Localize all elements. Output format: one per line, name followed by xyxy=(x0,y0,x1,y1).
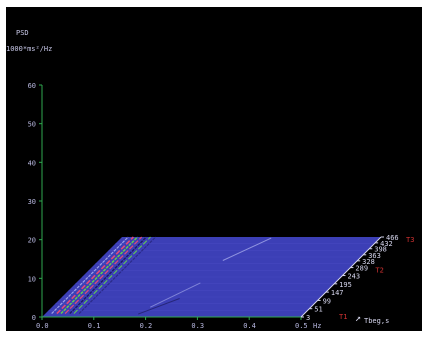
depth-tick-label: 51 xyxy=(314,306,322,314)
x-tick-label: 0.0 xyxy=(36,322,49,330)
time-marker-t3: T3 xyxy=(406,236,414,244)
spectral-peak-ridge xyxy=(78,236,157,314)
depth-arrow-icon: ↗ xyxy=(355,313,361,324)
spectral-peak-ridge xyxy=(60,236,139,315)
y-tick-label: 40 xyxy=(28,159,36,167)
depth-tick-label: 243 xyxy=(347,273,360,281)
y-tick-label: 50 xyxy=(28,121,36,129)
spectral-peak-ridge xyxy=(73,236,151,314)
depth-tick-label: 432 xyxy=(380,240,393,248)
spectral-feature xyxy=(138,298,180,315)
depth-tick-label: 328 xyxy=(362,258,375,266)
y-axis-label: 1000*ms²/Hz xyxy=(6,45,52,53)
spectral-peak-ridge xyxy=(64,236,143,314)
time-markers: T1 T2 T3 xyxy=(339,236,414,321)
x-tick-label: 0.4 xyxy=(243,322,256,330)
x-tick-label: 0.3 xyxy=(191,322,204,330)
spectral-feature xyxy=(222,237,272,261)
x-axis-unit: Hz xyxy=(313,322,321,330)
psd-3d-plot: PSD 1000*ms²/Hz 0.0 0.1 0.2 0.3 0.4 0.5 0 10 20… xyxy=(6,7,422,331)
depth-axis-line xyxy=(300,236,382,318)
y-tick-label: 60 xyxy=(28,82,36,90)
spectral-peak-ridge xyxy=(56,236,134,315)
time-marker-t2: T2 xyxy=(375,267,383,275)
x-tick-label: 0.2 xyxy=(140,322,153,330)
depth-tick-label: 3 xyxy=(306,314,310,322)
spectral-peaks xyxy=(51,236,272,315)
depth-axis-label: Tbeg,s xyxy=(364,317,389,325)
y-tick-label: 20 xyxy=(28,237,36,245)
depth-tick-label: 289 xyxy=(355,265,368,273)
chart-title: PSD xyxy=(16,29,29,37)
depth-tick-label: 466 xyxy=(386,234,399,242)
x-tick-label: 0.1 xyxy=(88,322,101,330)
x-tick-labels: 0.0 0.1 0.2 0.3 0.4 0.5 xyxy=(36,317,308,330)
depth-tick-label: 398 xyxy=(374,246,387,254)
spectral-peak-ridge xyxy=(69,236,147,315)
spectral-feature xyxy=(150,282,201,308)
spectral-peak-ridge xyxy=(51,236,129,314)
depth-tick-label: 147 xyxy=(331,289,344,297)
depth-tick-label: 363 xyxy=(368,252,381,260)
y-tick-label: 10 xyxy=(28,275,36,283)
depth-tick-label: 99 xyxy=(323,297,331,305)
time-marker-t1: T1 xyxy=(339,313,347,321)
y-tick-label: 30 xyxy=(28,198,36,206)
y-tick-labels: 0 10 20 30 40 50 60 xyxy=(28,82,42,322)
x-tick-label: 0.5 xyxy=(295,322,308,330)
y-tick-label: 0 xyxy=(32,314,36,322)
psd-surface-chart: PSD 1000*ms²/Hz 0.0 0.1 0.2 0.3 0.4 0.5 0 10 20… xyxy=(6,29,414,330)
depth-tick-label: 195 xyxy=(339,281,352,289)
depth-axis-label-group: ↗ Tbeg,s xyxy=(355,313,389,325)
